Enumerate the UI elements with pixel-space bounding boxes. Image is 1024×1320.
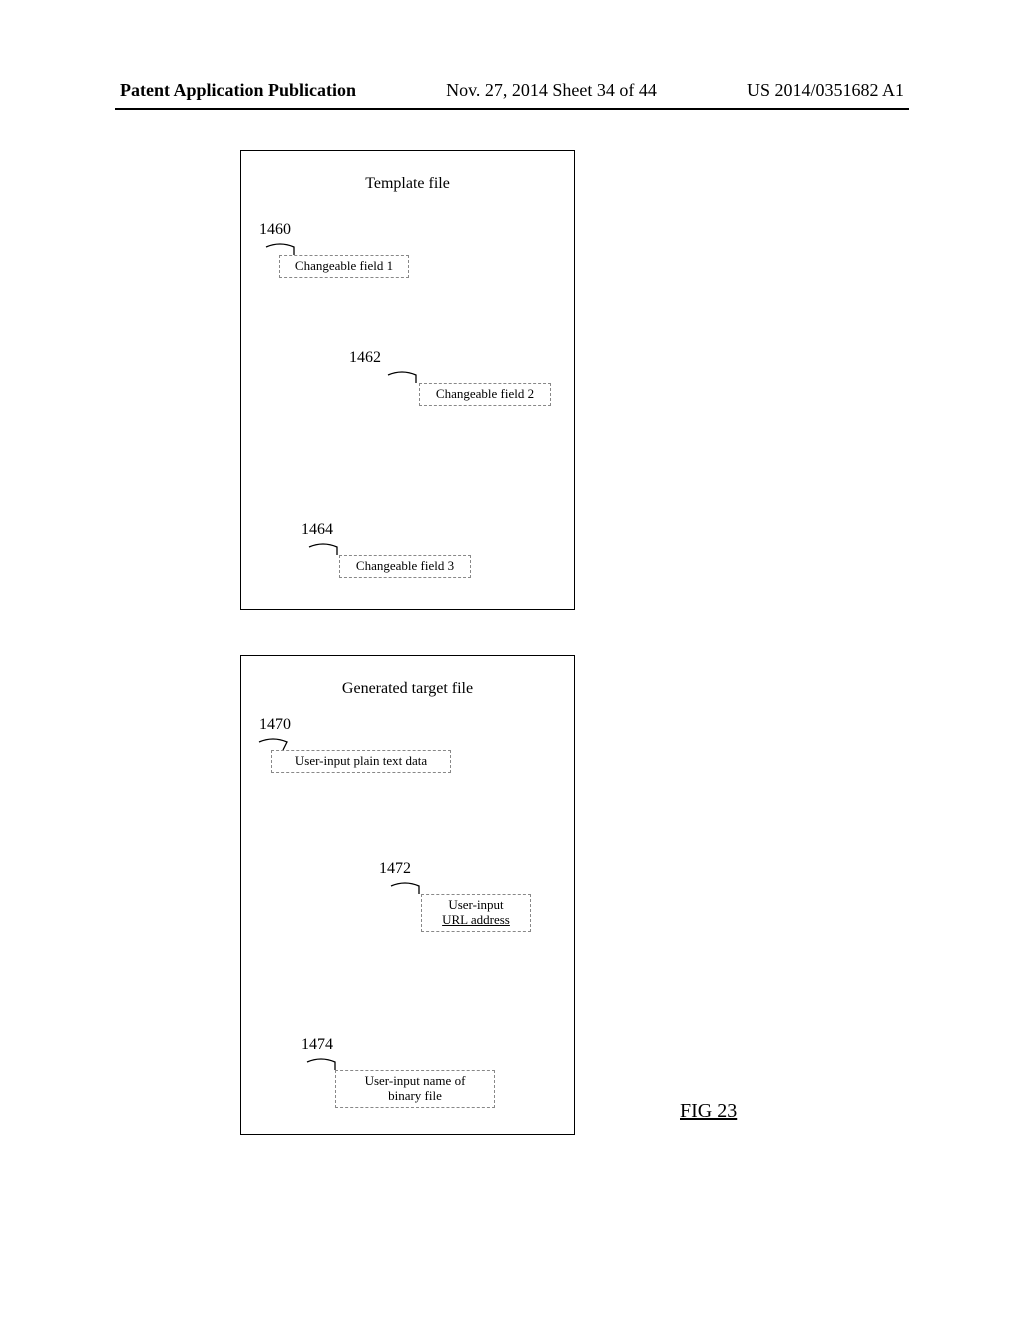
ref-1460: 1460 bbox=[259, 221, 291, 239]
ref-1474: 1474 bbox=[301, 1036, 333, 1054]
user-input-url-line1: User-input bbox=[448, 897, 503, 912]
ref-pointer-1470 bbox=[259, 736, 289, 748]
generated-target-file-title: Generated target file bbox=[241, 680, 574, 698]
user-input-plain-text: User-input plain text data bbox=[271, 750, 451, 773]
figure-label: FIG 23 bbox=[680, 1100, 737, 1123]
header-right: US 2014/0351682 A1 bbox=[747, 80, 904, 101]
ref-1472: 1472 bbox=[379, 860, 411, 878]
user-input-url-line2: URL address bbox=[442, 912, 510, 927]
ref-pointer-1462 bbox=[388, 369, 418, 381]
header-mid: Nov. 27, 2014 Sheet 34 of 44 bbox=[446, 80, 657, 101]
header-rule bbox=[115, 108, 909, 110]
binary-file-line2: binary file bbox=[388, 1088, 442, 1103]
header-left: Patent Application Publication bbox=[120, 80, 356, 101]
ref-pointer-1464 bbox=[309, 541, 339, 553]
ref-1462: 1462 bbox=[349, 349, 381, 367]
user-input-binary-file: User-input name of binary file bbox=[335, 1070, 495, 1108]
changeable-field-3: Changeable field 3 bbox=[339, 555, 471, 578]
page-header: Patent Application Publication Nov. 27, … bbox=[0, 80, 1024, 101]
binary-file-line1: User-input name of bbox=[365, 1073, 466, 1088]
ref-pointer-1472 bbox=[391, 880, 421, 892]
changeable-field-1: Changeable field 1 bbox=[279, 255, 409, 278]
template-file-box: Template file 1460 Changeable field 1 14… bbox=[240, 150, 575, 610]
changeable-field-2: Changeable field 2 bbox=[419, 383, 551, 406]
generated-target-file-box: Generated target file 1470 User-input pl… bbox=[240, 655, 575, 1135]
ref-pointer-1474 bbox=[307, 1056, 337, 1068]
ref-pointer-1460 bbox=[266, 241, 296, 253]
ref-1470: 1470 bbox=[259, 716, 291, 734]
ref-1464: 1464 bbox=[301, 521, 333, 539]
user-input-url: User-input URL address bbox=[421, 894, 531, 932]
template-file-title: Template file bbox=[241, 175, 574, 193]
